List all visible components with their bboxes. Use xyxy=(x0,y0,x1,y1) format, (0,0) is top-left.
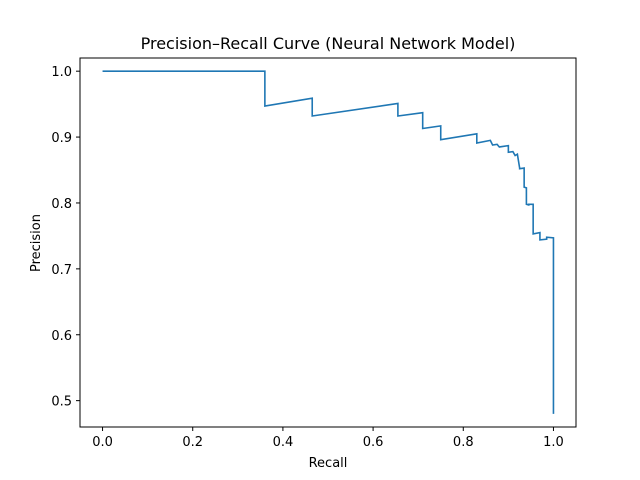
x-tick-label: 0.2 xyxy=(182,435,203,450)
x-axis-label: Recall xyxy=(309,456,348,471)
pr-curve-line xyxy=(102,70,555,414)
y-tick-label: 0.8 xyxy=(51,197,72,212)
y-tick-label: 0.6 xyxy=(51,329,72,344)
y-axis-ticks: 0.5 0.6 0.7 0.8 0.9 1.0 xyxy=(51,65,80,410)
x-tick-label: 0.6 xyxy=(363,435,384,450)
y-axis-label: Precision xyxy=(29,214,44,272)
x-tick-label: 0.0 xyxy=(92,435,113,450)
y-tick-label: 0.5 xyxy=(51,395,72,410)
x-tick-label: 0.4 xyxy=(273,435,294,450)
y-tick-label: 0.7 xyxy=(51,263,72,278)
x-tick-label: 0.8 xyxy=(453,435,474,450)
x-tick-label: 1.0 xyxy=(543,435,564,450)
axes-frame xyxy=(79,57,577,428)
y-tick-label: 1.0 xyxy=(51,65,72,80)
y-tick-label: 0.9 xyxy=(51,131,72,146)
x-axis-ticks: 0.0 0.2 0.4 0.6 0.8 1.0 xyxy=(92,427,564,450)
chart-title: Precision–Recall Curve (Neural Network M… xyxy=(141,34,516,53)
plot-series xyxy=(102,70,555,414)
